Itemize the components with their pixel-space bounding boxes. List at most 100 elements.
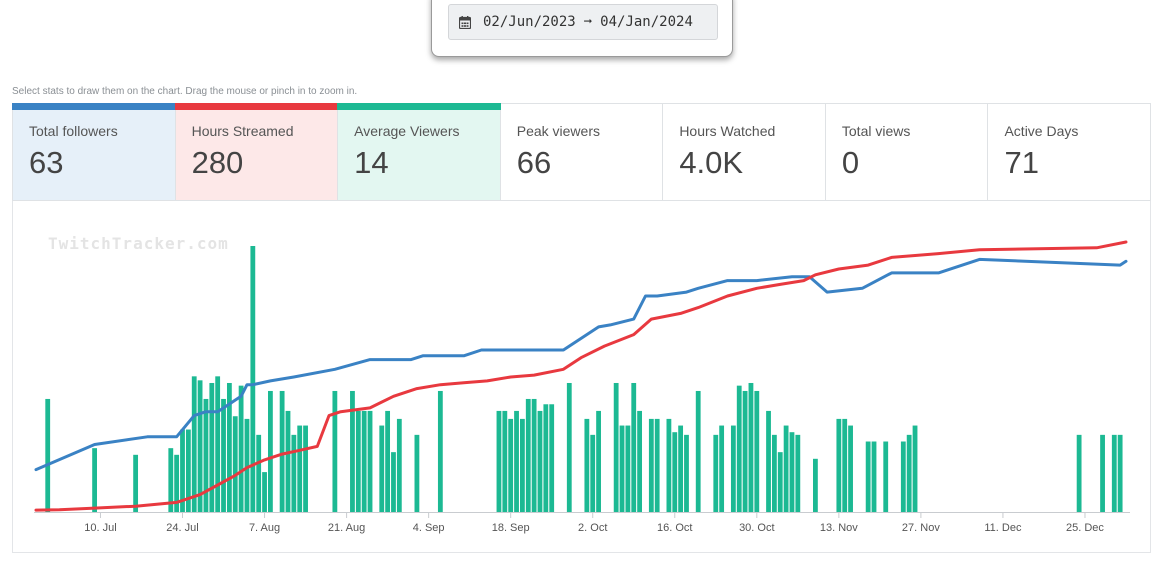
bar (174, 454, 180, 512)
bar (367, 410, 373, 512)
bar (842, 418, 848, 512)
stat-value: 4.0K (679, 145, 744, 180)
bar (92, 448, 98, 512)
x-tick-label: 24. Jul (166, 522, 198, 534)
bar (285, 410, 291, 512)
bar (754, 390, 760, 512)
stat-label: Total views (841, 123, 911, 139)
bar (883, 441, 889, 512)
bar (221, 398, 226, 512)
stat-label: Hours Watched (679, 123, 776, 139)
bar (268, 390, 273, 512)
stat-label: Hours Streamed (191, 123, 294, 139)
bar (508, 418, 514, 512)
bar (45, 398, 51, 512)
bar (795, 434, 801, 512)
bar (226, 382, 232, 512)
bar (742, 390, 748, 512)
bar (783, 425, 789, 512)
bar (531, 398, 537, 512)
bar (185, 429, 191, 512)
bar (514, 410, 519, 512)
bar (203, 398, 209, 512)
bar (637, 410, 643, 512)
bar (678, 425, 684, 512)
chart-hint: Select stats to draw them on the chart. … (12, 86, 358, 97)
bar (496, 410, 502, 512)
bar (613, 382, 619, 512)
x-tick-label: 13. Nov (820, 522, 858, 534)
bar (350, 390, 355, 512)
bar (1117, 434, 1123, 512)
stat-hours-streamed[interactable]: Hours Streamed 280 (174, 103, 339, 201)
arrow-icon: ➞ (583, 14, 593, 30)
stat-peak-viewers[interactable]: Peak viewers 66 (500, 103, 664, 201)
stat-label: Total followers (29, 123, 118, 139)
bar (197, 380, 203, 512)
bar (525, 398, 531, 512)
x-tick-label: 16. Oct (657, 522, 692, 534)
bar (906, 434, 912, 512)
stat-hours-watched[interactable]: Hours Watched 4.0K (663, 103, 826, 201)
bar (238, 385, 244, 512)
stat-average-viewers[interactable]: Average Viewers 14 (337, 103, 501, 201)
calendar-icon (459, 15, 471, 29)
bar (912, 425, 918, 512)
bar (1111, 434, 1117, 512)
bar (250, 246, 256, 512)
bar (865, 441, 871, 512)
bar (543, 404, 549, 512)
bar (748, 382, 754, 512)
bar (361, 410, 367, 512)
bar (279, 390, 285, 512)
bar (584, 418, 590, 512)
bar (848, 425, 853, 512)
bar (619, 425, 625, 512)
bar (414, 434, 420, 512)
bar (519, 418, 525, 512)
x-tick-label: 18. Sep (492, 522, 530, 534)
x-tick-label: 10. Jul (84, 522, 116, 534)
bar (730, 425, 736, 512)
bar (684, 434, 689, 512)
bar (256, 434, 262, 512)
stats-row: Total followers 63 Hours Streamed 280 Aver… (12, 103, 1151, 201)
bar (355, 410, 361, 512)
series-line (34, 240, 1128, 512)
bar (590, 434, 596, 512)
bar (1100, 434, 1105, 512)
bar (191, 376, 197, 512)
x-tick-label: 21. Aug (328, 522, 365, 534)
bar (736, 385, 742, 512)
bar (900, 441, 906, 512)
bar (777, 452, 783, 512)
stat-active-days[interactable]: Active Days 71 (988, 103, 1151, 201)
stat-value: 0 (841, 145, 860, 180)
bar (549, 404, 555, 512)
stat-color-bar (174, 103, 339, 110)
bar (437, 390, 443, 512)
bar (713, 434, 719, 512)
bar (666, 418, 672, 512)
x-tick-label: 4. Sep (413, 522, 445, 534)
date-range-picker[interactable]: 02/Jun/2023 ➞ 04/Jan/2024 (448, 4, 718, 40)
bar (625, 425, 631, 512)
date-range-popup: 02/Jun/2023 ➞ 04/Jan/2024 (431, 0, 733, 57)
bar (244, 418, 250, 512)
start-date: 02/Jun/2023 (483, 14, 576, 30)
bar (332, 390, 338, 512)
stat-total-views[interactable]: Total views 0 (825, 103, 989, 201)
bar (297, 425, 303, 512)
bar (672, 432, 678, 512)
stat-value: 71 (1004, 145, 1039, 180)
bar (789, 432, 795, 512)
bar (303, 425, 308, 512)
bar (133, 454, 139, 512)
stat-total-followers[interactable]: Total followers 63 (12, 103, 176, 201)
bar (215, 376, 221, 512)
bar (262, 472, 267, 512)
bar (566, 382, 572, 512)
x-tick-label: 2. Oct (578, 522, 607, 534)
bar (596, 410, 601, 512)
